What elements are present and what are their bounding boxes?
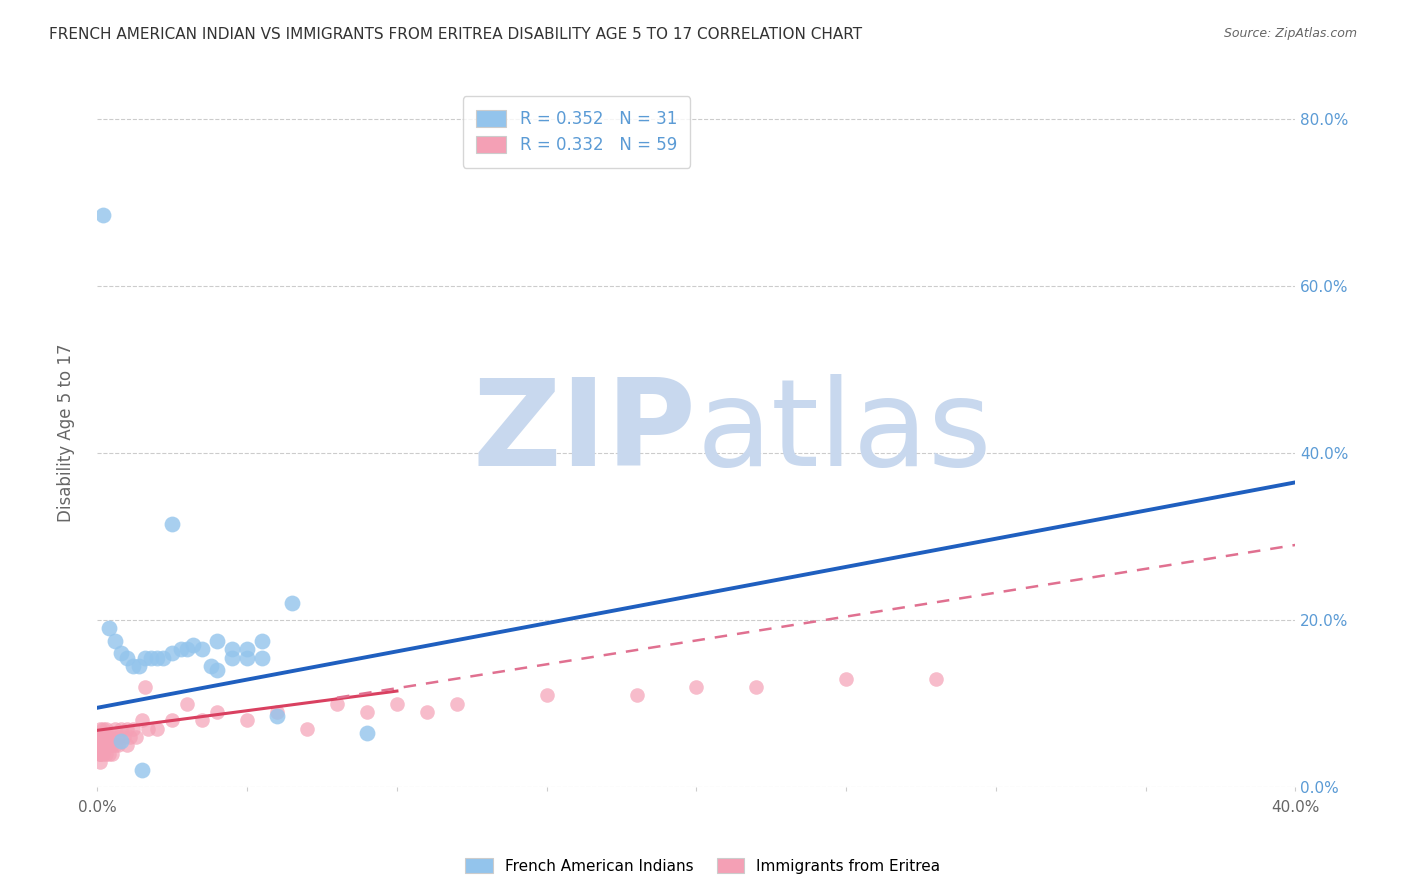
Point xyxy=(745,680,768,694)
Point xyxy=(104,722,127,736)
Point xyxy=(626,688,648,702)
Point xyxy=(685,680,707,694)
Point xyxy=(131,764,153,778)
Point xyxy=(89,755,111,769)
Point xyxy=(136,722,159,736)
Point xyxy=(98,730,121,744)
Point xyxy=(89,747,111,761)
Point xyxy=(101,739,124,753)
Point xyxy=(89,730,111,744)
Point xyxy=(266,705,288,719)
Point xyxy=(93,747,115,761)
Point xyxy=(236,642,259,657)
Point xyxy=(162,647,184,661)
Point xyxy=(96,739,118,753)
Point xyxy=(93,739,115,753)
Point xyxy=(93,730,115,744)
Point xyxy=(104,634,127,648)
Point xyxy=(356,705,378,719)
Point xyxy=(205,634,228,648)
Point xyxy=(162,517,184,532)
Text: ZIP: ZIP xyxy=(472,374,696,491)
Point xyxy=(162,713,184,727)
Point xyxy=(125,730,148,744)
Point xyxy=(170,642,193,657)
Point xyxy=(128,659,150,673)
Point xyxy=(356,726,378,740)
Point xyxy=(89,739,111,753)
Point xyxy=(120,730,142,744)
Point xyxy=(117,722,139,736)
Point xyxy=(191,642,214,657)
Point xyxy=(107,730,129,744)
Point xyxy=(112,730,135,744)
Point xyxy=(536,688,558,702)
Point xyxy=(146,650,169,665)
Legend: French American Indians, Immigrants from Eritrea: French American Indians, Immigrants from… xyxy=(460,852,946,880)
Point xyxy=(89,722,111,736)
Point xyxy=(326,697,349,711)
Point xyxy=(89,739,111,753)
Point xyxy=(835,672,858,686)
Point xyxy=(141,650,163,665)
Point xyxy=(221,650,243,665)
Point xyxy=(205,705,228,719)
Point xyxy=(107,739,129,753)
Point xyxy=(89,739,111,753)
Point xyxy=(205,663,228,677)
Point xyxy=(110,647,132,661)
Text: FRENCH AMERICAN INDIAN VS IMMIGRANTS FROM ERITREA DISABILITY AGE 5 TO 17 CORRELA: FRENCH AMERICAN INDIAN VS IMMIGRANTS FRO… xyxy=(49,27,862,42)
Point xyxy=(266,709,288,723)
Point xyxy=(446,697,468,711)
Point xyxy=(98,747,121,761)
Point xyxy=(122,722,145,736)
Point xyxy=(96,722,118,736)
Point xyxy=(134,650,156,665)
Point xyxy=(117,739,139,753)
Point xyxy=(250,650,273,665)
Point xyxy=(101,730,124,744)
Y-axis label: Disability Age 5 to 17: Disability Age 5 to 17 xyxy=(58,343,75,522)
Text: atlas: atlas xyxy=(696,374,993,491)
Point xyxy=(281,596,304,610)
Point xyxy=(96,747,118,761)
Point xyxy=(152,650,174,665)
Point xyxy=(98,739,121,753)
Point xyxy=(176,697,198,711)
Point xyxy=(131,713,153,727)
Point xyxy=(176,642,198,657)
Point xyxy=(416,705,439,719)
Point xyxy=(93,730,115,744)
Point xyxy=(200,659,222,673)
Point xyxy=(110,734,132,748)
Point xyxy=(104,739,127,753)
Point xyxy=(221,642,243,657)
Point xyxy=(236,650,259,665)
Point xyxy=(93,739,115,753)
Point xyxy=(93,722,115,736)
Point xyxy=(96,730,118,744)
Point xyxy=(89,730,111,744)
Text: Source: ZipAtlas.com: Source: ZipAtlas.com xyxy=(1223,27,1357,40)
Point xyxy=(89,747,111,761)
Point xyxy=(181,638,204,652)
Point xyxy=(110,722,132,736)
Legend: R = 0.352   N = 31, R = 0.332   N = 59: R = 0.352 N = 31, R = 0.332 N = 59 xyxy=(463,96,690,168)
Point xyxy=(295,722,318,736)
Point xyxy=(191,713,214,727)
Point xyxy=(250,634,273,648)
Point xyxy=(236,713,259,727)
Point xyxy=(98,622,121,636)
Point xyxy=(122,659,145,673)
Point xyxy=(93,208,115,222)
Point xyxy=(146,722,169,736)
Point xyxy=(89,747,111,761)
Point xyxy=(117,650,139,665)
Point xyxy=(925,672,948,686)
Point xyxy=(134,680,156,694)
Point xyxy=(385,697,408,711)
Point xyxy=(101,747,124,761)
